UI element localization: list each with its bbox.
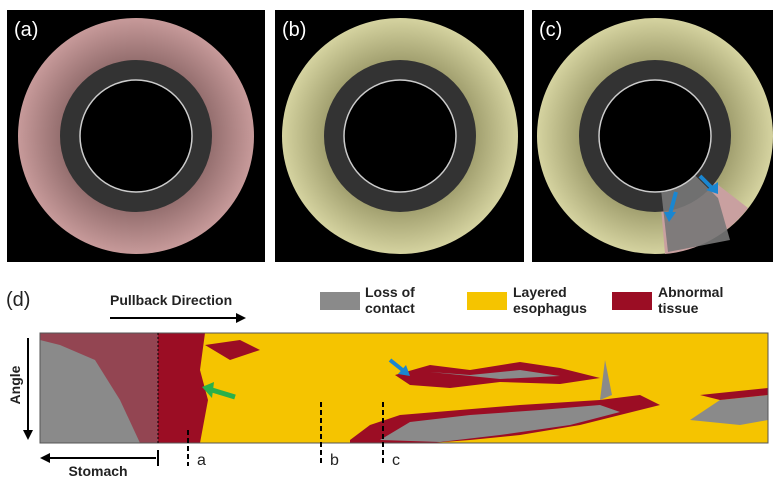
panel-label: (a) <box>14 19 38 41</box>
legend-swatch <box>612 292 652 310</box>
axis-label: Angle <box>7 365 23 404</box>
figure: (a) (b) (c) (d) Pullback Direction Loss … <box>0 0 773 480</box>
panel-label: (b) <box>282 19 306 41</box>
marker-label: c <box>392 452 400 469</box>
panel-label: (c) <box>539 19 562 41</box>
panel-b: (b) <box>275 10 524 262</box>
marker-label: a <box>197 452 206 469</box>
legend-label: Abnormal tissue <box>658 284 728 316</box>
legend-swatch <box>467 292 507 310</box>
legend-label: Layered esophagus <box>513 284 593 316</box>
legend-label: Loss of contact <box>365 284 435 316</box>
panel-label: (d) <box>6 289 30 311</box>
panel-a: (a) <box>7 10 265 262</box>
legend-swatch <box>320 292 360 310</box>
tissue-map <box>40 333 768 443</box>
panel-c: (c) <box>532 10 773 262</box>
direction-label: Pullback Direction <box>110 292 232 308</box>
region-label: Stomach <box>68 463 127 479</box>
marker-label: b <box>330 452 339 469</box>
